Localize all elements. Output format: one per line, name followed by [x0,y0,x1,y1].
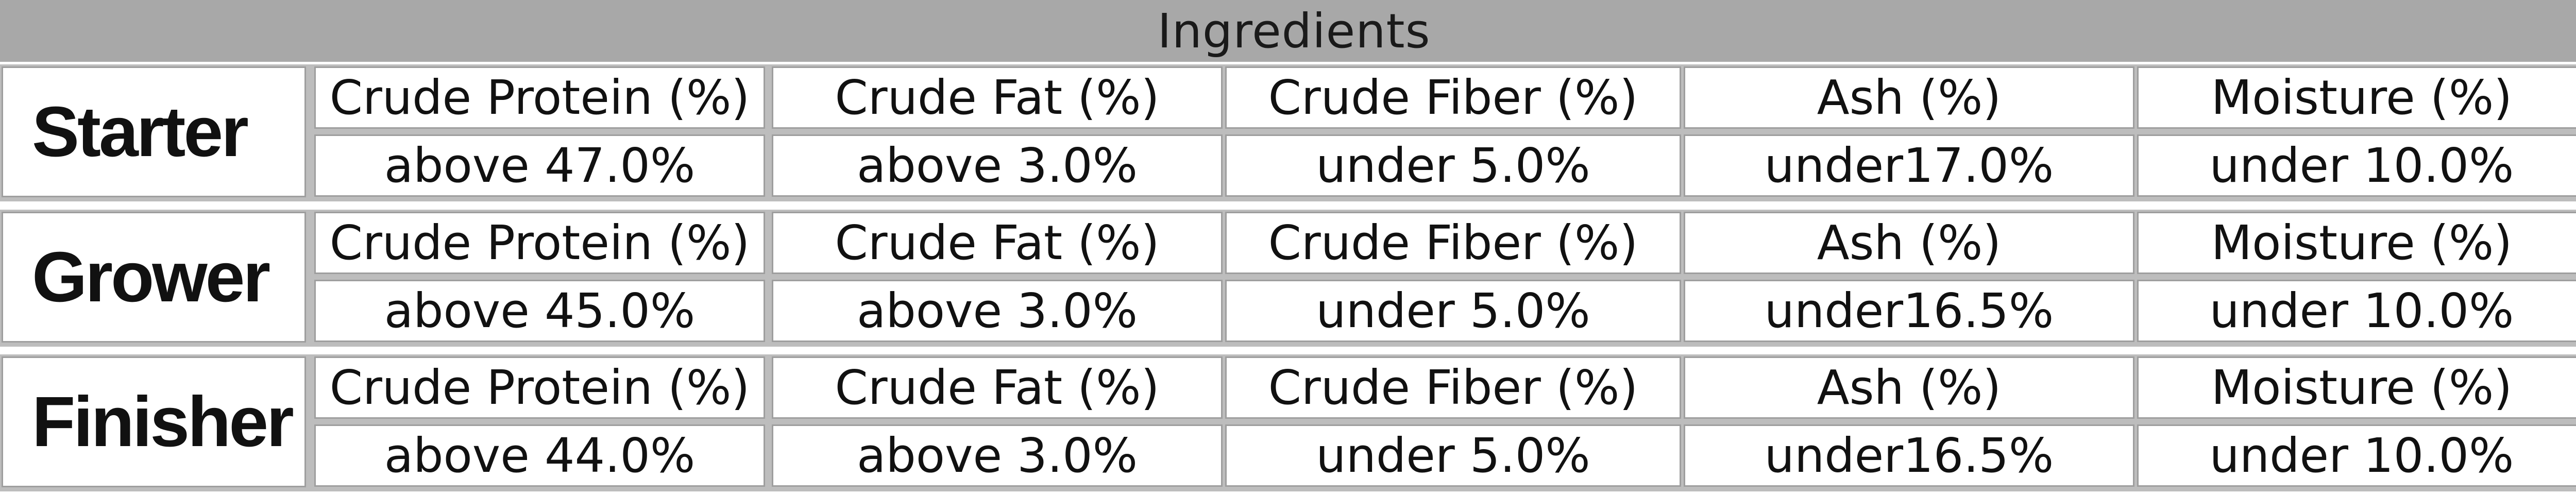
column-header-ash: Ash (%) [1684,212,2134,274]
value-crude-fiber: under 5.0% [1225,134,1681,197]
value-crude-fiber: under 5.0% [1225,424,1681,487]
stage-label: Finisher [2,356,306,487]
value-crude-fat: above 3.0% [772,424,1223,487]
column-header-crude-fiber: Crude Fiber (%) [1225,356,1681,419]
stage-section-starter: Starter Crude Protein (%) Crude Fat (%) … [0,64,2576,201]
value-moisture: under 10.0% [2137,424,2576,487]
column-header-moisture: Moisture (%) [2137,212,2576,274]
stage-section-finisher: Finisher Crude Protein (%) Crude Fat (%)… [0,354,2576,491]
column-header-moisture: Moisture (%) [2137,66,2576,129]
column-header-crude-protein: Crude Protein (%) [314,356,765,419]
value-moisture: under 10.0% [2137,280,2576,342]
column-header-ash: Ash (%) [1684,66,2134,129]
column-header-crude-fiber: Crude Fiber (%) [1225,212,1681,274]
column-header-crude-fat: Crude Fat (%) [772,212,1223,274]
stage-label: Grower [2,212,306,343]
stage-label: Starter [2,66,306,197]
value-crude-fiber: under 5.0% [1225,280,1681,342]
column-header-crude-fat: Crude Fat (%) [772,356,1223,419]
value-ash: under16.5% [1684,280,2134,342]
value-crude-fat: above 3.0% [772,280,1223,342]
column-header-moisture: Moisture (%) [2137,356,2576,419]
stage-section-grower: Grower Crude Protein (%) Crude Fat (%) C… [0,210,2576,347]
value-ash: under17.0% [1684,134,2134,197]
value-crude-fat: above 3.0% [772,134,1223,197]
column-header-crude-protein: Crude Protein (%) [314,66,765,129]
column-header-crude-fat: Crude Fat (%) [772,66,1223,129]
column-header-crude-protein: Crude Protein (%) [314,212,765,274]
table-title-bar: Ingredients [0,0,2576,62]
column-header-crude-fiber: Crude Fiber (%) [1225,66,1681,129]
value-ash: under16.5% [1684,424,2134,487]
table-title: Ingredients [1157,3,1431,59]
value-moisture: under 10.0% [2137,134,2576,197]
value-crude-protein: above 47.0% [314,134,765,197]
column-header-ash: Ash (%) [1684,356,2134,419]
value-crude-protein: above 44.0% [314,424,765,487]
value-crude-protein: above 45.0% [314,280,765,342]
